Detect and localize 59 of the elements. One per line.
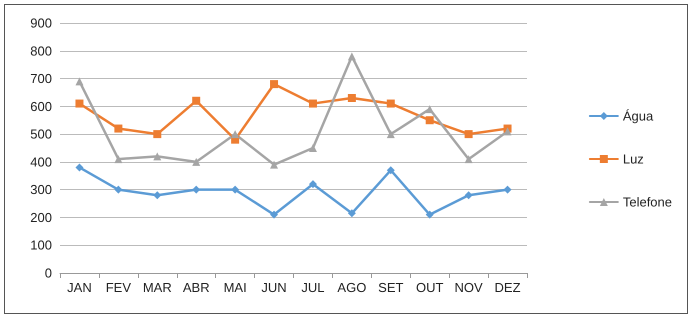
point: [308, 144, 317, 152]
x-tick-label: MAI: [224, 280, 247, 295]
point: [348, 94, 356, 102]
x-tick-label: MAR: [142, 280, 172, 295]
point: [426, 116, 434, 124]
point: [270, 210, 278, 219]
point: [426, 105, 434, 114]
x-tick-label: DEZ: [494, 280, 521, 295]
point: [464, 130, 473, 138]
point: [75, 77, 84, 86]
point: [386, 130, 395, 138]
point: [114, 186, 122, 194]
point: [504, 127, 512, 136]
y-tick-label: 900: [30, 16, 52, 30]
point: [308, 100, 317, 108]
point: [192, 158, 200, 166]
point: [464, 155, 473, 164]
point: [386, 166, 395, 174]
point: [153, 130, 162, 138]
point: [464, 191, 473, 200]
x-tick-label: AGO: [337, 280, 366, 295]
point: [348, 52, 356, 60]
x-tick-label: JUL: [301, 280, 325, 295]
x-tick-label: JUN: [261, 280, 287, 295]
point: [153, 152, 162, 160]
y-tick-label: 100: [30, 238, 52, 253]
point: [348, 209, 356, 218]
point: [114, 155, 122, 164]
point: [231, 186, 240, 194]
y-tick-label: 700: [30, 71, 52, 86]
point: [192, 186, 200, 194]
x-tick-label: OUT: [416, 280, 444, 295]
x-tick-label: ABR: [182, 280, 210, 295]
x-tick-label: FEV: [106, 280, 132, 295]
point: [504, 186, 512, 194]
point: [386, 100, 395, 108]
point: [192, 96, 200, 105]
point: [231, 130, 240, 138]
point: [75, 100, 84, 108]
point: [153, 191, 162, 200]
y-tick-label: 800: [30, 43, 52, 58]
point: [270, 80, 278, 88]
y-tick-label: 300: [30, 182, 52, 198]
point: [114, 124, 122, 133]
x-tick-label: NOV: [454, 280, 484, 295]
point: [308, 180, 317, 188]
x-tick-label: SET: [378, 280, 404, 295]
x-tick-label: JAN: [67, 280, 92, 295]
legend-label: Telefone: [622, 194, 672, 210]
point: [270, 160, 278, 169]
point: [426, 210, 434, 219]
y-tick-label: 600: [30, 98, 52, 114]
y-tick-label: 500: [30, 126, 52, 142]
y-tick-label: 0: [44, 266, 52, 280]
point: [75, 163, 84, 172]
legend-label: Água: [622, 108, 654, 124]
legend-label: Luz: [622, 152, 644, 166]
y-tick-label: 400: [30, 154, 52, 170]
y-tick-label: 200: [30, 210, 52, 225]
